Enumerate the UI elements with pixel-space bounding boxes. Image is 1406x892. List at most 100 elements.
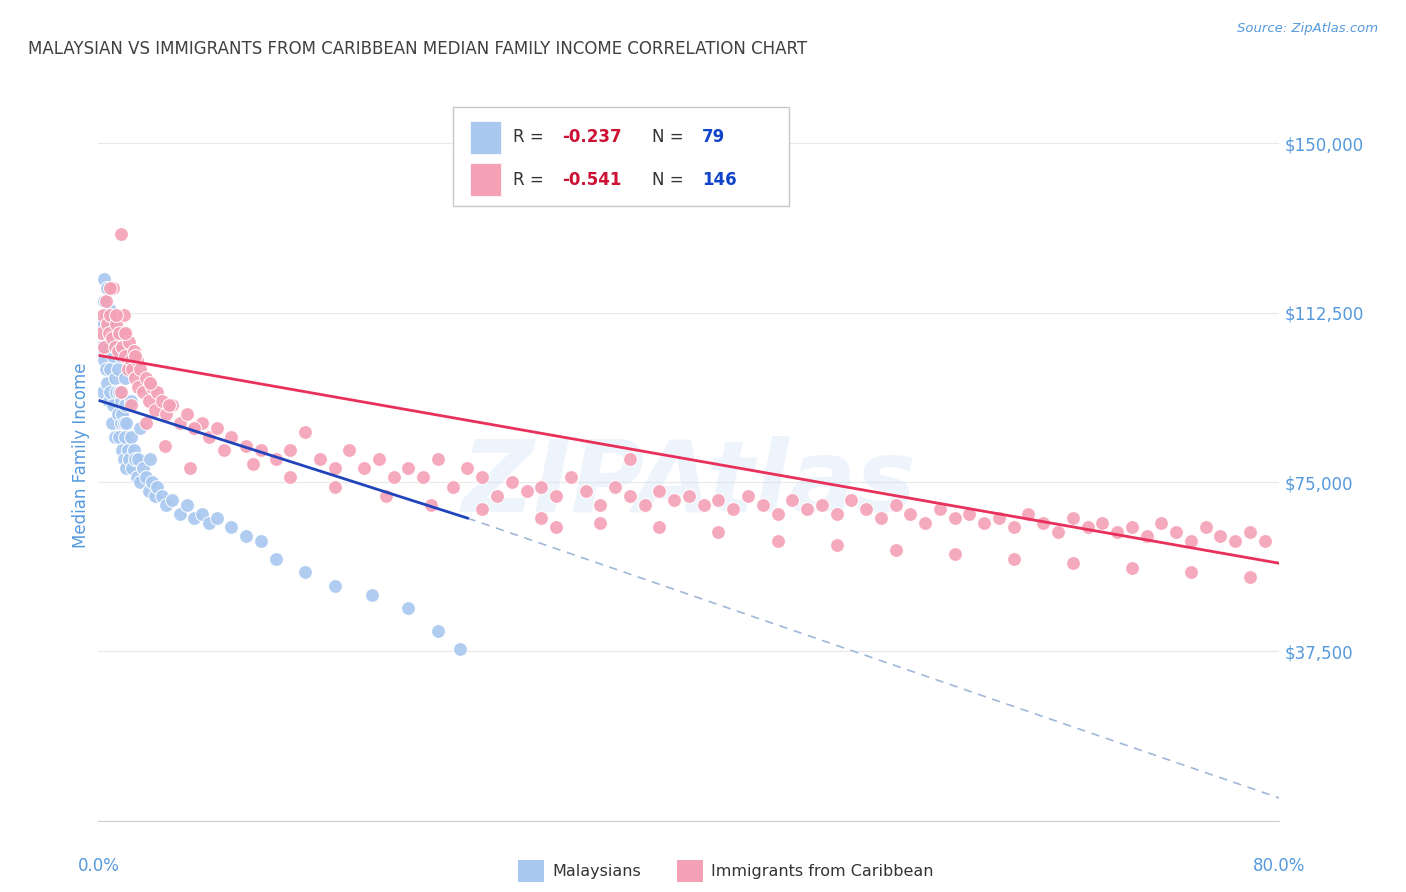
Point [135,417,157,431]
Point [1018,507,1040,521]
Point [118,334,141,349]
Point [1180,566,1202,580]
Point [114,349,136,363]
Point [97,326,120,340]
Point [707,524,730,539]
Point [97,393,120,408]
Text: -0.541: -0.541 [562,170,621,188]
Point [309,452,332,467]
Point [900,507,922,521]
Point [124,349,146,363]
Point [589,516,612,530]
Point [943,547,966,561]
Point [118,452,141,467]
Point [114,326,136,340]
Text: 79: 79 [702,128,725,146]
Point [294,425,316,440]
Text: Malaysians: Malaysians [553,863,641,879]
Point [412,470,434,484]
Point [796,502,818,516]
Point [121,362,143,376]
Point [121,461,143,475]
Point [112,452,135,467]
Point [96,317,118,331]
Point [155,407,177,421]
Y-axis label: Median Family Income: Median Family Income [72,362,90,548]
Point [560,470,582,484]
Point [419,498,441,512]
Point [104,340,127,354]
Point [183,421,205,435]
Point [884,498,907,512]
Point [648,520,671,534]
Point [110,393,132,408]
Point [375,489,398,503]
FancyBboxPatch shape [678,860,703,882]
Point [486,489,509,503]
Point [105,308,128,322]
Point [737,489,759,503]
Point [132,461,155,475]
Point [191,417,214,431]
Point [471,470,494,484]
Point [1046,524,1070,539]
Point [752,498,775,512]
Point [516,483,538,498]
Point [1107,524,1129,539]
Point [264,551,287,566]
Point [139,452,162,467]
Point [128,475,150,489]
Point [90,340,112,354]
Point [103,398,125,412]
Point [94,326,117,340]
Point [93,340,115,354]
Point [138,483,160,498]
Point [124,371,146,385]
FancyBboxPatch shape [517,860,544,882]
Point [143,489,166,503]
Point [382,470,405,484]
Point [1239,524,1261,539]
Text: 146: 146 [702,170,737,188]
Point [1225,533,1247,548]
Point [323,579,346,593]
Point [122,443,145,458]
Point [221,430,243,444]
Point [96,281,118,295]
Point [1239,570,1261,584]
Point [179,461,201,475]
Point [104,430,127,444]
Point [825,538,848,552]
Point [94,362,117,376]
Point [150,489,173,503]
Point [929,502,952,516]
Point [323,479,346,493]
Point [1150,516,1173,530]
Point [107,362,129,376]
Point [120,353,142,368]
Point [530,511,553,525]
Point [98,362,121,376]
Point [264,452,287,467]
Point [943,511,966,525]
Point [105,317,128,331]
Point [122,344,145,359]
Point [825,507,848,521]
Point [707,493,730,508]
Point [664,493,686,508]
Point [619,452,641,467]
Point [398,601,420,615]
Point [221,520,243,534]
Point [128,421,150,435]
Point [146,479,169,493]
Point [782,493,804,508]
Point [115,461,138,475]
Point [162,493,183,508]
Text: R =: R = [513,170,548,188]
Point [110,417,132,431]
Point [973,516,995,530]
Text: -0.237: -0.237 [562,128,623,146]
Point [427,452,450,467]
Point [96,308,118,322]
Point [398,461,420,475]
